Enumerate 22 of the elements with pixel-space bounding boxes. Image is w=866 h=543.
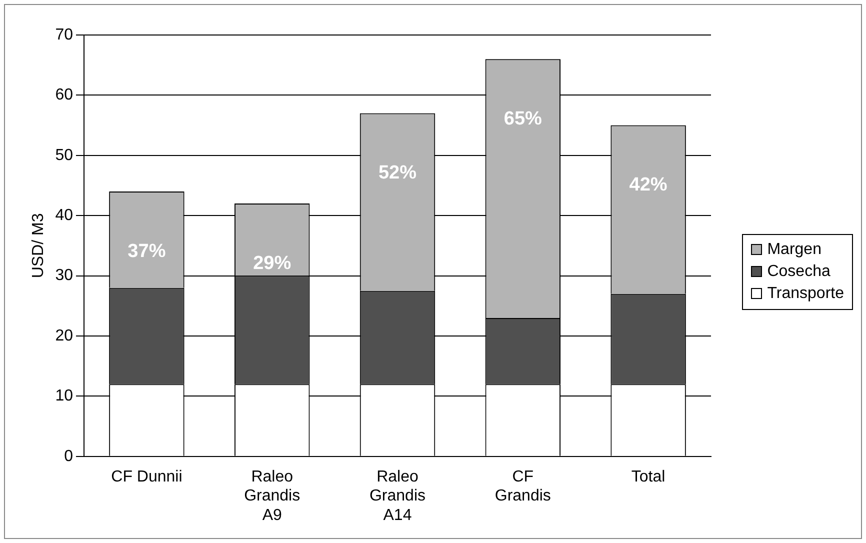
legend-label: Margen — [767, 240, 822, 258]
annotation: 65% — [504, 108, 542, 130]
annotation: 29% — [253, 252, 292, 274]
y-tick-label: 10 — [55, 388, 74, 405]
annotation: 52% — [378, 162, 417, 184]
x-tick-label: Raleo Grandis A14 — [369, 468, 426, 524]
x-tick-label: Total — [631, 468, 666, 486]
y-tick-label: 60 — [55, 86, 74, 104]
annotation: 42% — [629, 174, 668, 196]
y-tick-label: 0 — [64, 448, 74, 465]
text: Transporte — [767, 284, 844, 302]
y-tick-label: 70 — [55, 26, 74, 44]
y-tick-label: 30 — [55, 267, 74, 284]
x-tick-label: Raleo Grandis A9 — [244, 468, 300, 524]
y-axis-title: USD/ M3 — [30, 213, 48, 278]
y-tick-label: 50 — [55, 146, 74, 164]
legend-label: Cosecha — [767, 262, 830, 280]
y-tick-label: 20 — [55, 327, 74, 344]
y-tick-label: 40 — [55, 207, 74, 224]
annotation: 37% — [128, 240, 166, 262]
x-tick-label: CF Dunnii — [111, 468, 182, 486]
x-tick-label: CF Grandis — [494, 468, 551, 505]
